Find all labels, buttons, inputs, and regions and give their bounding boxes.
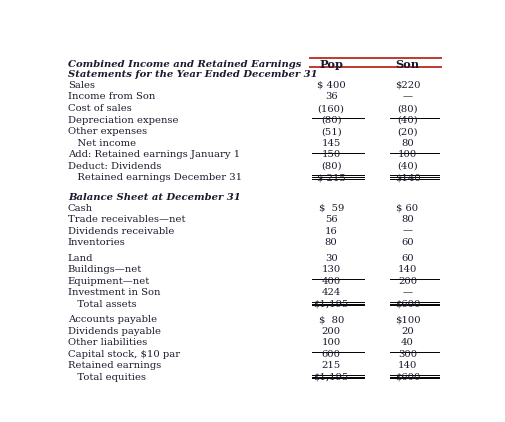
Text: (20): (20): [397, 127, 418, 136]
Text: $ 215: $ 215: [317, 173, 345, 182]
Text: 140: 140: [398, 361, 417, 370]
Text: Buildings—net: Buildings—net: [68, 265, 142, 274]
Text: —: —: [402, 92, 413, 102]
Text: 200: 200: [398, 277, 417, 286]
Text: $600: $600: [395, 373, 420, 382]
Text: Add: Retained earnings January 1: Add: Retained earnings January 1: [68, 150, 240, 159]
Text: Income from Son: Income from Son: [68, 92, 155, 102]
Text: $ 400: $ 400: [317, 81, 345, 90]
Text: 80: 80: [401, 215, 414, 224]
Text: Total equities: Total equities: [68, 373, 146, 382]
Text: Investment in Son: Investment in Son: [68, 288, 160, 297]
Text: 140: 140: [398, 265, 417, 274]
Text: 100: 100: [398, 150, 417, 159]
Text: 150: 150: [322, 150, 341, 159]
Text: Capital stock, $10 par: Capital stock, $10 par: [68, 350, 180, 359]
Text: —: —: [402, 288, 413, 297]
Text: Combined Income and Retained Earnings: Combined Income and Retained Earnings: [68, 60, 301, 69]
Text: $  80: $ 80: [319, 315, 344, 324]
Text: (80): (80): [321, 116, 341, 124]
Text: (51): (51): [321, 127, 341, 136]
Text: $1,195: $1,195: [314, 373, 349, 382]
Text: $220: $220: [395, 81, 420, 90]
Text: Dividends receivable: Dividends receivable: [68, 227, 174, 235]
Text: 100: 100: [322, 338, 341, 347]
Text: Retained earnings December 31: Retained earnings December 31: [68, 173, 242, 182]
Text: Balance Sheet at December 31: Balance Sheet at December 31: [68, 193, 240, 202]
Text: 20: 20: [401, 327, 414, 335]
Text: Net income: Net income: [68, 139, 136, 148]
Text: Statements for the Year Ended December 31: Statements for the Year Ended December 3…: [68, 70, 318, 79]
Text: 40: 40: [401, 338, 414, 347]
Text: Cost of sales: Cost of sales: [68, 104, 132, 113]
Text: 215: 215: [322, 361, 341, 370]
Text: Sales: Sales: [68, 81, 95, 90]
Text: $140: $140: [395, 173, 420, 182]
Text: Cash: Cash: [68, 203, 93, 213]
Text: (40): (40): [397, 162, 418, 171]
Text: Dividends payable: Dividends payable: [68, 327, 161, 335]
Text: $100: $100: [395, 315, 420, 324]
Text: 30: 30: [325, 254, 337, 262]
Text: 424: 424: [322, 288, 341, 297]
Text: Pop: Pop: [319, 59, 343, 70]
Text: Deduct: Dividends: Deduct: Dividends: [68, 162, 161, 171]
Text: 80: 80: [325, 238, 337, 247]
Text: 200: 200: [322, 327, 341, 335]
Text: 400: 400: [322, 277, 341, 286]
Text: 56: 56: [325, 215, 337, 224]
Text: $600: $600: [395, 300, 420, 309]
Text: 36: 36: [325, 92, 337, 102]
Text: 300: 300: [398, 350, 417, 359]
Text: —: —: [402, 227, 413, 235]
Text: (160): (160): [318, 104, 345, 113]
Text: Total assets: Total assets: [68, 300, 136, 309]
Text: Trade receivables—net: Trade receivables—net: [68, 215, 185, 224]
Text: Son: Son: [395, 59, 420, 70]
Text: Inventories: Inventories: [68, 238, 126, 247]
Text: 16: 16: [325, 227, 337, 235]
Text: Retained earnings: Retained earnings: [68, 361, 161, 370]
Text: 60: 60: [401, 238, 414, 247]
Text: $ 60: $ 60: [396, 203, 419, 213]
Text: Accounts payable: Accounts payable: [68, 315, 157, 324]
Text: 145: 145: [322, 139, 341, 148]
Text: (80): (80): [397, 104, 418, 113]
Text: Equipment—net: Equipment—net: [68, 277, 150, 286]
Text: 60: 60: [401, 254, 414, 262]
Text: 130: 130: [322, 265, 341, 274]
Text: Land: Land: [68, 254, 93, 262]
Text: $1,195: $1,195: [314, 300, 349, 309]
Text: (40): (40): [397, 116, 418, 124]
Text: Depreciation expense: Depreciation expense: [68, 116, 178, 124]
Text: 80: 80: [401, 139, 414, 148]
Text: (80): (80): [321, 162, 341, 171]
Text: $  59: $ 59: [319, 203, 344, 213]
Text: Other liabilities: Other liabilities: [68, 338, 147, 347]
Text: Other expenses: Other expenses: [68, 127, 147, 136]
Text: 600: 600: [322, 350, 341, 359]
